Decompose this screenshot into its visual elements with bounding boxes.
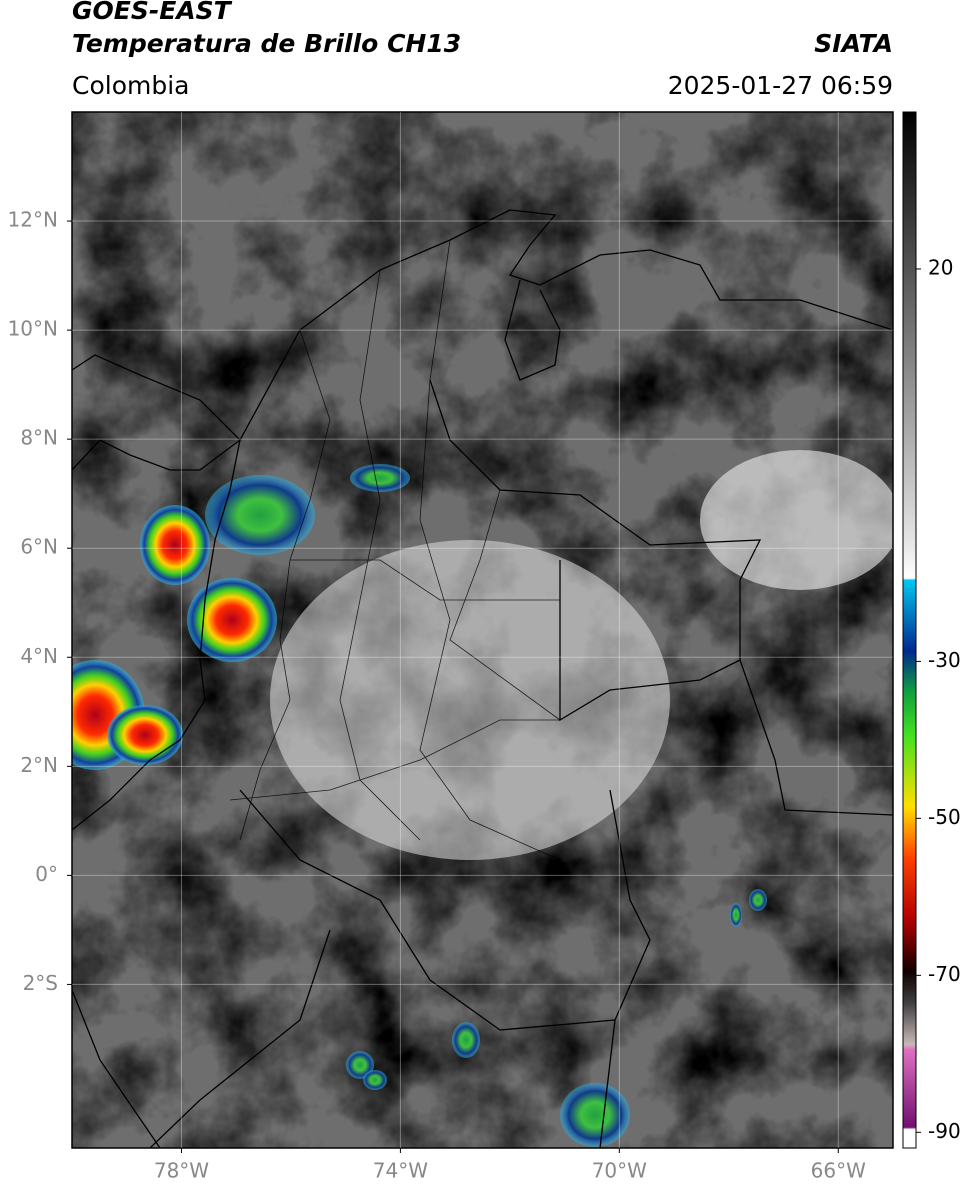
map-frame xyxy=(71,111,894,1149)
x-tick-label: 70°W xyxy=(592,1159,647,1183)
y-tick-label: 8°N xyxy=(20,426,58,450)
y-tick-label: 12°N xyxy=(8,208,58,232)
colorbar-label: -70 xyxy=(928,962,961,986)
satellite: GOES-EAST xyxy=(72,0,233,25)
y-tick-label: 0° xyxy=(35,862,58,886)
colorbar xyxy=(902,111,917,1149)
colorbar-label: -30 xyxy=(928,648,961,672)
x-tick-label: 78°W xyxy=(154,1159,209,1183)
y-tick-label: 10°N xyxy=(8,317,58,341)
x-tick-label: 74°W xyxy=(373,1159,428,1183)
y-tick-label: 2°N xyxy=(20,753,58,777)
y-tick-label: 6°N xyxy=(20,535,58,559)
colorbar-label: -90 xyxy=(928,1119,961,1143)
product: Temperatura de Brillo CH13 xyxy=(72,29,461,58)
satellite-image xyxy=(72,112,893,1148)
colorbar-label: 20 xyxy=(928,255,953,279)
y-tick-label: 2°S xyxy=(23,971,58,995)
source: SIATA xyxy=(814,29,893,58)
colorbar-label: -50 xyxy=(928,805,961,829)
x-tick-label: 66°W xyxy=(811,1159,866,1183)
y-tick-label: 4°N xyxy=(20,644,58,668)
datetime: 2025-01-27 06:59 xyxy=(668,71,893,100)
region: Colombia xyxy=(72,71,189,100)
